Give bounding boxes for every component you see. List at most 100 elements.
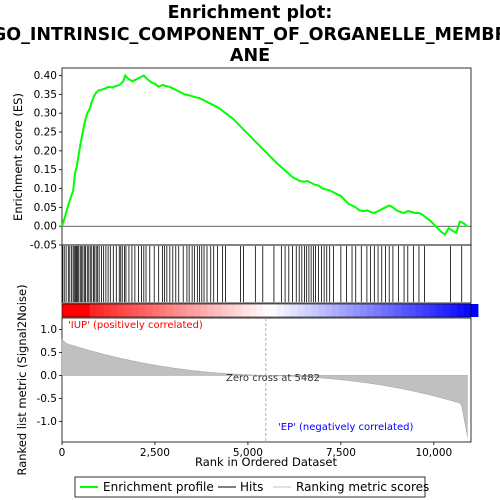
- legend: Enrichment profile Hits Ranking metric s…: [74, 476, 429, 498]
- color-bar-segment: [221, 304, 229, 317]
- color-bar-segment: [138, 304, 146, 317]
- color-bar-segment: [145, 304, 153, 317]
- hit-markers: [62, 246, 463, 302]
- legend-metric-label: Ranking metric scores: [296, 480, 429, 494]
- color-bar-segment: [422, 304, 430, 317]
- es-panel-frame: [61, 67, 472, 246]
- color-bar-segment: [346, 304, 354, 317]
- color-bar-segment: [159, 304, 167, 317]
- es-y-tick-label: 0.15: [34, 164, 57, 176]
- positive-correlation-label: 'IUP' (positively correlated): [68, 320, 203, 331]
- color-bar-segment: [380, 304, 389, 317]
- es-y-tick-label: 0.30: [34, 108, 57, 120]
- color-bar-segment: [117, 304, 125, 317]
- color-bar-segment: [179, 304, 188, 317]
- es-y-tick-label: 0.25: [34, 127, 57, 139]
- color-bar-segment: [408, 304, 417, 317]
- color-bar-segment: [367, 304, 375, 317]
- es-y-label: Enrichment score (ES): [11, 93, 25, 221]
- color-bar-segment: [200, 304, 209, 317]
- color-bar-segment: [325, 304, 333, 317]
- negative-correlation-label: 'EP' (negatively correlated): [278, 422, 413, 433]
- es-y-tick-label: 0.05: [34, 202, 57, 214]
- metric-y-tick-label: 0.0: [40, 370, 57, 382]
- color-bar-segment: [311, 304, 319, 317]
- color-bar-segment: [214, 304, 222, 317]
- color-bar-segment: [450, 304, 458, 317]
- x-tick-label: 0: [59, 447, 66, 459]
- color-bar-segment: [429, 304, 437, 317]
- color-bar-segment: [443, 304, 451, 317]
- color-bar-segment: [186, 304, 195, 317]
- color-bar-segment: [457, 304, 465, 317]
- metric-y-tick-label: -0.5: [37, 393, 58, 405]
- x-tick-label: 10,000: [415, 447, 452, 459]
- color-bar-segment: [332, 304, 340, 317]
- legend-hits-label: Hits: [240, 480, 263, 494]
- color-bar-segment: [373, 304, 382, 317]
- color-bar-segment: [471, 304, 479, 317]
- color-bar-segment: [276, 304, 285, 317]
- color-bar-segment: [152, 304, 160, 317]
- es-y-tick-label: 0.00: [34, 221, 57, 233]
- color-bar-segment: [394, 304, 403, 317]
- color-bar-segment: [290, 304, 299, 317]
- color-bar-segment: [96, 304, 105, 317]
- chart-title: Enrichment plot: GO_INTRINSIC_COMPONENT_…: [0, 3, 500, 66]
- legend-box: [74, 476, 426, 498]
- color-bar-segment: [263, 304, 271, 317]
- color-bar-segment: [89, 304, 98, 317]
- es-y-ticks: -0.05 0.00 0.05 0.10 0.15 0.20 0.25 0.30 0.35 0.4…: [30, 70, 62, 252]
- ranking-metric-area: [61, 338, 468, 438]
- color-bar-segment: [103, 304, 112, 317]
- metric-y-ticks: 1.0 0.5 0.0 -0.5 -1.0: [37, 324, 62, 428]
- color-bar-segment: [415, 304, 423, 317]
- color-bar-segment: [256, 304, 264, 317]
- color-bar-segment: [131, 304, 139, 317]
- title-line-1: Enrichment plot:: [168, 3, 333, 23]
- color-bar-segment: [124, 304, 132, 317]
- enrichment-profile-line: [61, 73, 468, 236]
- color-bar-segment: [193, 304, 202, 317]
- color-bar-segment: [304, 304, 313, 317]
- x-axis-label: Rank in Ordered Dataset: [195, 455, 338, 469]
- metric-y-tick-label: -1.0: [37, 416, 58, 428]
- color-bar-segment: [464, 304, 472, 317]
- color-bar-segment: [249, 304, 257, 317]
- color-bar-segment: [269, 304, 278, 317]
- color-bar-segment: [387, 304, 396, 317]
- color-bar-segment: [110, 304, 118, 317]
- color-bar-segment: [436, 304, 444, 317]
- color-bar-segment: [297, 304, 306, 317]
- es-y-tick-label: 0.10: [34, 183, 57, 195]
- es-y-tick-label: 0.40: [34, 70, 57, 82]
- color-bar-segment: [82, 304, 91, 317]
- color-bar-segment: [68, 304, 77, 317]
- x-tick-label: 5,000: [233, 447, 263, 459]
- color-bar-segment: [353, 304, 361, 317]
- hits-panel-frame: [61, 244, 472, 304]
- title-line-3: ANE: [230, 46, 270, 66]
- color-bar-segment: [360, 304, 368, 317]
- es-y-tick-label: -0.05: [30, 240, 57, 252]
- metric-y-tick-label: 0.5: [40, 347, 57, 359]
- legend-profile-label: Enrichment profile: [103, 480, 214, 494]
- color-bar-segment: [75, 304, 84, 317]
- x-tick-label: 7,500: [326, 447, 356, 459]
- color-bar-segment: [62, 304, 70, 317]
- zero-cross-label: Zero cross at 5482: [226, 373, 320, 384]
- color-bar-segment: [283, 304, 292, 317]
- es-y-tick-label: 0.20: [34, 145, 57, 157]
- color-bar-segment: [235, 304, 243, 317]
- x-axis-ticks: 0 2,500 5,000 7,500 10,000: [59, 442, 452, 459]
- x-tick-label: 2,500: [140, 447, 170, 459]
- color-bar-segment: [172, 304, 181, 317]
- color-bar-segment: [242, 304, 250, 317]
- metric-panel-frame: [61, 317, 472, 443]
- color-bar-segment: [401, 304, 410, 317]
- color-bar-segment: [228, 304, 236, 317]
- es-y-tick-label: 0.35: [34, 89, 57, 101]
- rank-color-bar: [61, 303, 479, 318]
- metric-y-tick-label: 1.0: [40, 324, 57, 336]
